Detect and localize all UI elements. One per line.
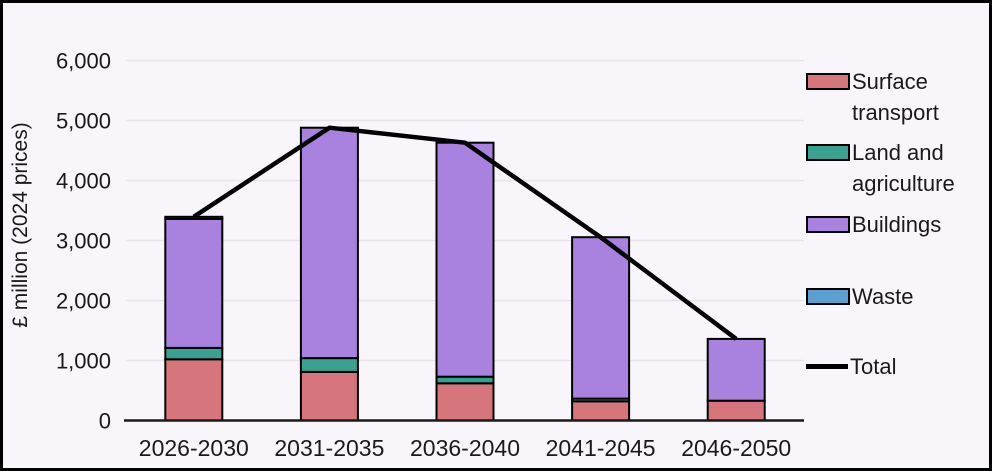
buildings-swatch-icon [806, 216, 850, 233]
bar-segment [571, 236, 631, 400]
bar-segment [571, 400, 631, 422]
bar-segment [299, 126, 359, 360]
legend-item-land-agriculture: Land and agriculture [806, 137, 988, 199]
surface-transport-swatch-icon [806, 73, 850, 90]
bar-segment [164, 346, 224, 361]
bar-segment [164, 217, 224, 349]
legend-item-total: Total [806, 351, 986, 382]
bar-segment [706, 399, 766, 422]
legend-label: Buildings [852, 212, 942, 237]
y-axis-tick-label: 1,000 [56, 349, 111, 374]
x-axis-tick-label: 2036-2040 [410, 435, 520, 461]
y-axis-title: £ million (2024 prices) [9, 122, 32, 327]
x-axis-tick-label: 2031-2035 [274, 435, 384, 461]
bar-segment [299, 357, 359, 373]
bar-segment [435, 141, 495, 378]
legend-item-buildings: Buildings [806, 209, 988, 240]
legend-label: Surface transport [852, 69, 939, 125]
bar-segment [435, 382, 495, 422]
y-axis-tick-label: 6,000 [56, 49, 111, 74]
x-axis-tick-label: 2026-2030 [139, 435, 249, 461]
y-axis-tick-label: 5,000 [56, 109, 111, 134]
legend-label: Total [850, 354, 897, 379]
land-agriculture-swatch-icon [806, 144, 850, 161]
y-axis-tick-label: 3,000 [56, 229, 111, 254]
total-line-swatch-icon [806, 364, 848, 369]
x-axis-tick-label: 2046-2050 [681, 435, 791, 461]
legend-label: Waste [852, 284, 914, 309]
bar-segment [706, 337, 766, 402]
bar-segment [164, 358, 224, 422]
bar-segment [164, 215, 224, 220]
y-axis-tick-label: 4,000 [56, 169, 111, 194]
stacked-bar-chart: 0 1,000 2,000 3,000 4,000 5,000 6,000 £ million… [9, 49, 804, 461]
y-axis-tick-label: 0 [99, 409, 111, 434]
x-axis-tick-label: 2041-2045 [546, 435, 656, 461]
total-line [192, 125, 738, 341]
bar-segment [299, 370, 359, 422]
y-axis-tick-label: 2,000 [56, 289, 111, 314]
legend-item-waste: Waste [806, 281, 988, 312]
legend-item-surface-transport: Surface transport [806, 66, 988, 128]
legend-label: Land and agriculture [852, 140, 955, 196]
waste-swatch-icon [806, 288, 850, 305]
